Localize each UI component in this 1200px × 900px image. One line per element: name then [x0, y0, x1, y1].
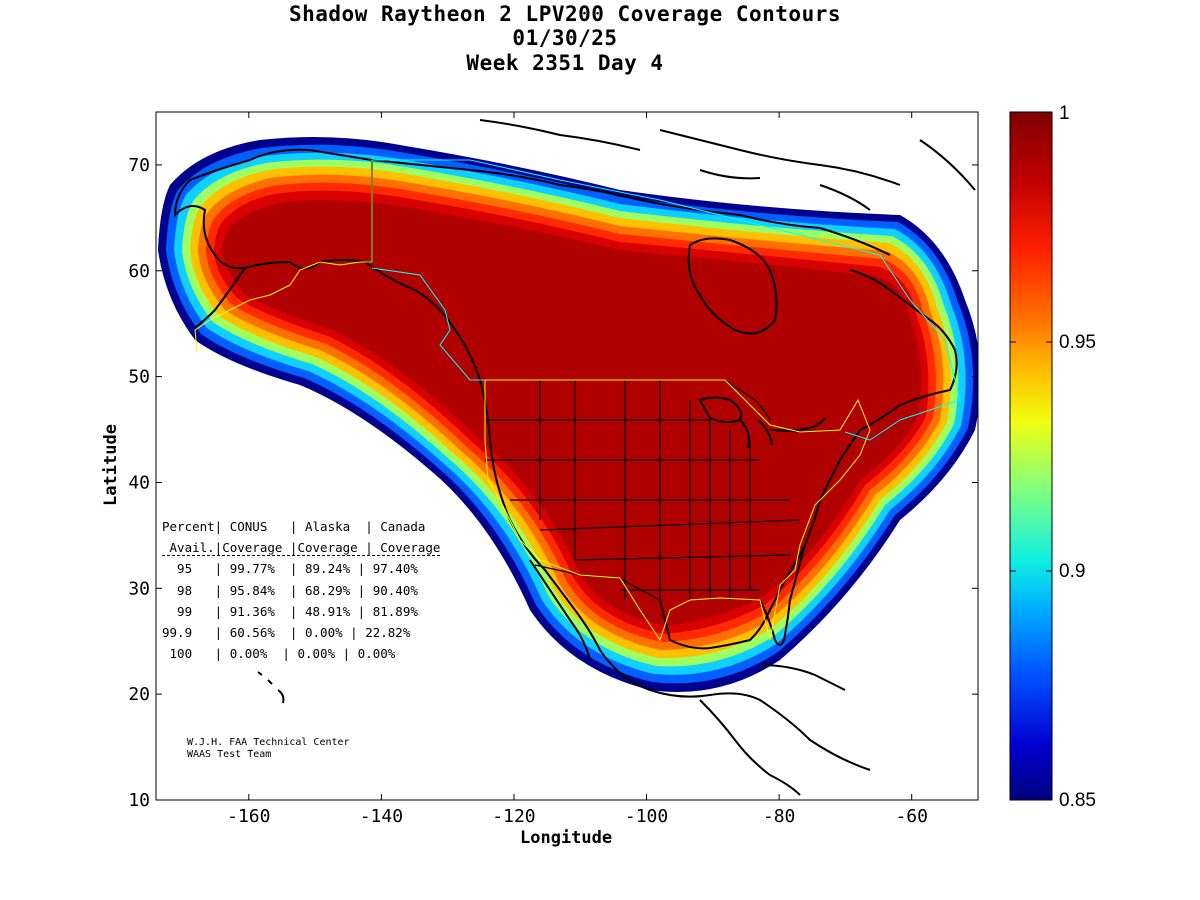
x-tick-label: -160	[227, 806, 270, 827]
table-header-1: Percent| CONUS | Alaska | Canada	[162, 519, 426, 534]
plot-title: Shadow Raytheon 2 LPV200 Coverage Contou…	[288, 2, 841, 26]
credit-line-1: W.J.H. FAA Technical Center	[187, 737, 350, 748]
colorbar	[1009, 111, 1053, 801]
axes-frame	[155, 111, 979, 801]
y-axis-ticks: 10 20 30 40 50 60 70	[128, 155, 978, 811]
table-row: 95 | 99.77% | 89.24% | 97.40%	[162, 561, 418, 577]
florida	[759, 599, 791, 646]
pacific-coast	[364, 261, 871, 771]
alaska-region	[194, 160, 373, 353]
table-row: 99.9 | 60.56% | 0.00% | 22.82%	[162, 625, 411, 641]
y-tick-label: 10	[128, 790, 150, 811]
y-axis-label: Latitude	[100, 424, 121, 506]
contour-band-1.00	[222, 200, 922, 626]
plot-week-day: Week 2351 Day 4	[466, 51, 664, 75]
y-tick-label: 70	[128, 155, 150, 176]
colorbar-label-0.9: 0.9	[1059, 561, 1086, 582]
coverage-contours	[158, 136, 978, 692]
state-grid-horizontal	[485, 419, 801, 591]
y-tick-label: 40	[128, 472, 150, 493]
central-america	[699, 699, 801, 796]
colorbar-ticks	[1010, 341, 1052, 572]
cuba	[759, 664, 846, 691]
great-lakes	[698, 396, 826, 449]
table-row: 99 | 91.36% | 48.91% | 81.89%	[162, 603, 418, 619]
region-outlines	[194, 159, 961, 642]
y-tick-label: 50	[128, 367, 150, 388]
x-tick-label: -80	[763, 806, 796, 827]
arctic-islands	[479, 119, 976, 211]
table-row: 98 | 95.84% | 68.29% | 90.40%	[162, 582, 418, 598]
conus-region	[484, 379, 871, 642]
x-axis-ticks: -160 -140 -120 -100 -80 -60	[227, 112, 928, 827]
colorbar-label-1: 1	[1059, 103, 1070, 124]
y-tick-label: 20	[128, 684, 150, 705]
atlantic-coast	[789, 269, 958, 601]
table-row: 100 | 0.00% | 0.00% | 0.00%	[162, 646, 396, 662]
x-tick-label: -140	[360, 806, 403, 827]
coverage-stats-table: Percent| CONUS | Alaska | Canada Avail.|…	[162, 516, 441, 664]
x-tick-label: -100	[625, 806, 668, 827]
y-tick-label: 60	[128, 261, 150, 282]
table-header-2: Avail.|Coverage |Coverage | Coverage	[162, 540, 441, 557]
x-tick-label: -60	[895, 806, 928, 827]
plot-date: 01/30/25	[512, 26, 618, 50]
x-axis-label: Longitude	[520, 828, 613, 848]
alaska-peninsula	[194, 267, 246, 329]
x-tick-label: -120	[492, 806, 535, 827]
colorbar-label-0.95: 0.95	[1059, 332, 1096, 353]
baja	[529, 559, 591, 661]
colorbar-label-0.85: 0.85	[1059, 790, 1096, 811]
canada-region	[372, 159, 961, 441]
hawaii	[257, 671, 285, 704]
canada-north-coast	[371, 159, 891, 256]
coastlines	[173, 119, 976, 796]
credit-block: W.J.H. FAA Technical Center WAAS Test Tea…	[187, 737, 350, 761]
credit-line-2: WAAS Test Team	[187, 749, 272, 760]
hudson-bay	[687, 237, 778, 335]
y-tick-label: 30	[128, 578, 150, 599]
canada-west-region	[371, 267, 485, 381]
